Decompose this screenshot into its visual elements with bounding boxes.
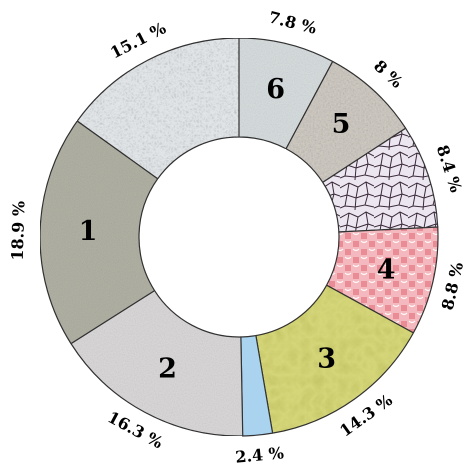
slice-4-number-label: 3 bbox=[317, 343, 336, 374]
slice-5-percent-label: 2.4 % bbox=[235, 443, 285, 466]
slice-7-percent-label: 18.9 % bbox=[8, 201, 29, 261]
slice-2-percent-label: 8.4 % bbox=[433, 143, 466, 195]
slice-3-percent-label: 8.8 % bbox=[438, 260, 467, 312]
slice-6-number-label: 2 bbox=[158, 354, 177, 385]
slice-0-percent-label: 7.8 % bbox=[267, 7, 319, 37]
slice-4 bbox=[255, 284, 415, 434]
slice-0-number-label: 6 bbox=[266, 74, 285, 105]
slice-7-number-label: 1 bbox=[79, 216, 98, 247]
slice-3-number-label: 4 bbox=[377, 254, 396, 285]
slice-8 bbox=[76, 37, 240, 180]
slice-6 bbox=[70, 289, 244, 437]
slice-7 bbox=[39, 120, 159, 345]
slice-1-number-label: 5 bbox=[332, 109, 351, 140]
slices-group bbox=[39, 37, 439, 437]
slice-1-percent-label: 8 % bbox=[370, 56, 406, 92]
